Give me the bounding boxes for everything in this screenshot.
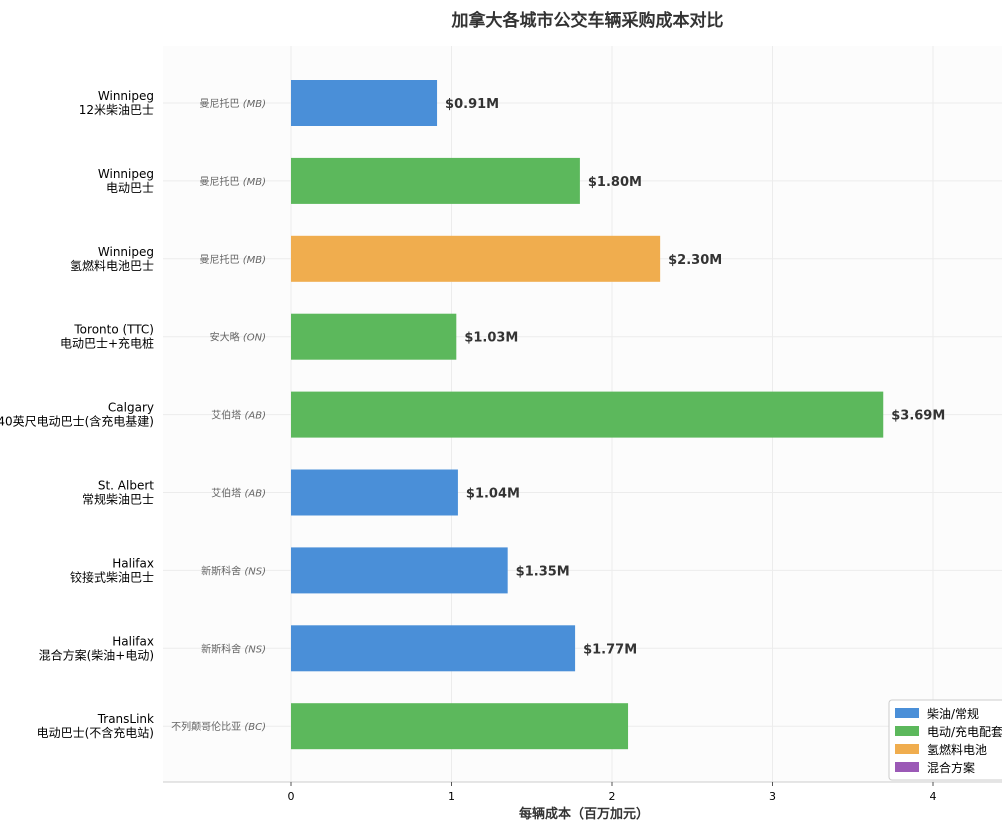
province-label: 艾伯塔 (AB) [211,487,266,500]
bar [291,391,884,438]
bar [291,80,438,126]
legend-item-label: 柴油/常规 [927,706,979,721]
bars [291,80,884,750]
legend-item-label: 电动/充电配套 [927,724,1002,739]
y-tick-label: Winnipeg 电动巴士 [98,167,154,195]
province-label: 曼尼托巴 (MB) [200,97,266,110]
bar [291,547,508,594]
legend-item-label: 混合方案 [927,760,975,775]
bar-value-label: $1.80M [588,175,642,190]
legend-item-label: 氢燃料电池 [927,742,987,757]
chart-title: 加拿大各城市公交车辆采购成本对比 [451,11,724,31]
x-tick-label: 4 [930,790,937,803]
legend-box [888,699,1002,781]
province-label: 曼尼托巴 (MB) [200,175,266,188]
legend-swatch [895,708,919,718]
y-tick-label: Winnipeg 12米柴油巴士 [79,89,154,117]
province-label: 新斯科舍 (NS) [201,564,266,577]
x-axis-label: 每辆成本（百万加元） [519,806,649,822]
bar-value-label: $1.35M [516,564,570,579]
y-tick-label: Halifax 混合方案(柴油+电动) [39,634,154,662]
legend-swatch [895,762,919,772]
bar [291,157,580,204]
x-tick-label: 2 [609,790,616,803]
legend-swatch [895,744,919,754]
bar [291,703,629,750]
x-tick-label: 1 [448,790,455,803]
bar-value-label: $0.91M [445,97,499,112]
y-tick-label: Toronto (TTC)电动巴士+充电桩 [60,323,154,351]
y-tick-label: St. Albert 常规柴油巴士 [82,479,154,507]
bar [291,313,457,360]
bar-value-label: $3.69M [891,409,945,424]
x-tick-label: 3 [769,790,776,803]
bar-value-label: $1.77M [583,642,637,657]
bar-value-label: $2.30M [668,253,722,268]
province-label: 不列颠哥伦比亚 (BC) [171,720,266,733]
province-label: 安大略 (ON) [210,331,266,344]
y-tick-label: Halifax 铰接式柴油巴士 [70,556,154,584]
province-label: 新斯科舍 (NS) [201,642,266,655]
bar-value-label: $1.03M [464,331,518,346]
province-label: 曼尼托巴 (MB) [200,253,266,266]
province-label: 艾伯塔 (AB) [211,409,266,422]
y-tick-label: Winnipeg 氢燃料电池巴士 [70,245,154,273]
bar [291,235,661,282]
bar [291,469,458,516]
y-tick-label: TransLink 电动巴士(不含充电站) [37,712,154,740]
y-tick-label: Calgary 40英尺电动巴士(含充电基建) [0,401,154,429]
bar-value-label: $1.04M [466,487,520,502]
legend-swatch [895,726,919,736]
x-tick-label: 0 [288,790,295,803]
bar [291,625,576,672]
x-ticks: 0 1 2 3 4 [288,782,937,803]
